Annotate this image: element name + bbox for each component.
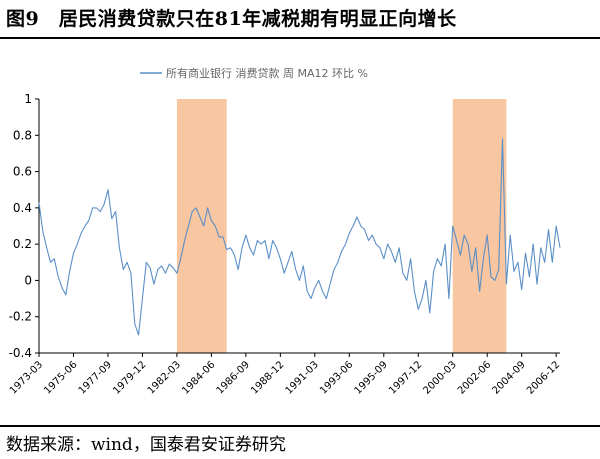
title-rule [0, 37, 600, 39]
x-tick-label: 1984-06 [180, 359, 217, 396]
series-layer [38, 138, 561, 336]
x-tick-label: 1986-09 [215, 359, 252, 396]
y-tick-label: 0 [24, 273, 32, 287]
legend-label: 所有商业银行 消费贷款 周 MA12 环比 % [166, 66, 368, 80]
y-tick-label: -0.2 [9, 310, 32, 324]
x-tick-label: 1973-03 [8, 359, 45, 396]
y-tick-label: -0.4 [9, 346, 32, 360]
y-tick-label: 0.8 [13, 128, 32, 142]
shaded-periods [176, 99, 507, 353]
x-tick-label: 1997-12 [387, 359, 424, 396]
shaded-period-2 [452, 99, 507, 353]
x-tick-label: 1982-03 [146, 359, 183, 396]
x-tick-label: 1993-06 [318, 359, 355, 396]
x-tick-label: 2002-06 [456, 359, 493, 396]
x-tick-label: 1991-03 [284, 359, 321, 396]
figure-title: 图9 居民消费贷款只在81年减税期有明显正向增长 [6, 8, 457, 30]
x-tick-label: 1977-09 [77, 359, 114, 396]
shaded-period-1 [176, 99, 227, 353]
x-tick-label: 2000-03 [422, 359, 459, 396]
x-tick-label: 1975-06 [42, 359, 79, 396]
y-tick-label: 0.4 [13, 201, 32, 215]
y-tick-label: 1 [24, 92, 32, 106]
x-tick-label: 1979-12 [111, 359, 148, 396]
x-tick-label: 2006-12 [525, 359, 562, 396]
y-tick-label: 0.2 [13, 237, 32, 251]
line-chart: 1 0.8 0.6 0.4 0.2 0 -0.2 -0.41973-031975-061977… [8, 66, 563, 397]
source-note: 数据来源：wind，国泰君安证券研究 [6, 435, 286, 455]
x-tick-label: 1988-12 [249, 359, 286, 396]
series-line-1 [38, 138, 561, 336]
x-tick-label: 1995-09 [353, 359, 390, 396]
y-tick-label: 0.6 [13, 165, 32, 179]
source-rule [0, 425, 600, 427]
legend: 所有商业银行 消费贷款 周 MA12 环比 % [140, 66, 368, 80]
x-tick-label: 2004-09 [490, 359, 527, 396]
